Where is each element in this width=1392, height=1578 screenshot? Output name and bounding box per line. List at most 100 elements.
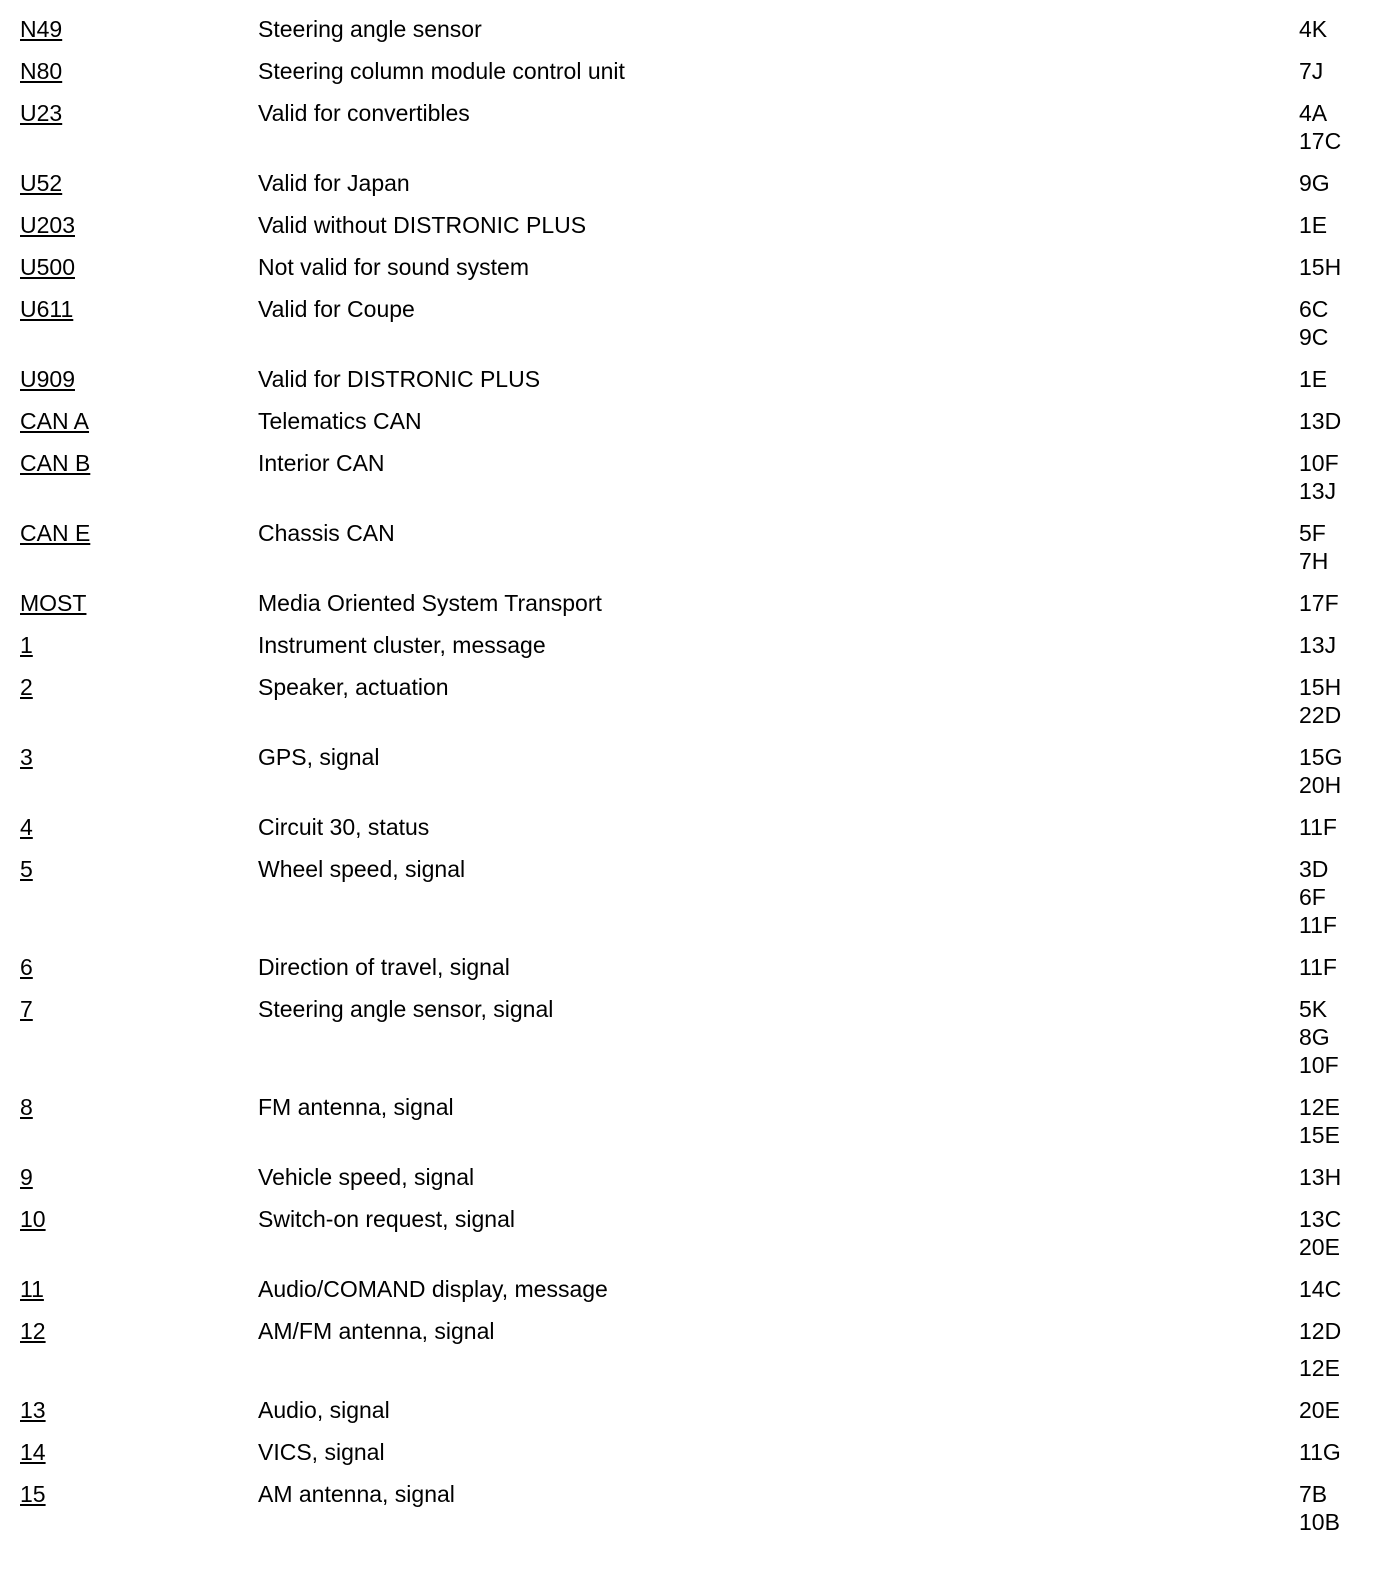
grid-reference: 13J	[1299, 632, 1337, 658]
list-item: 15 AM antenna, signal 7B 10B	[0, 1480, 1392, 1550]
grid-references: 13D	[1299, 407, 1341, 435]
grid-references: 4K	[1299, 15, 1327, 43]
list-item: 10 Switch-on request, signal 13C 20E	[0, 1205, 1392, 1275]
list-item: U909 Valid for DISTRONIC PLUS 1E	[0, 365, 1392, 407]
grid-reference: 11F	[1299, 954, 1337, 980]
code-link[interactable]: 14	[20, 1439, 46, 1465]
description: VICS, signal	[258, 1439, 385, 1465]
grid-reference: 17F	[1299, 590, 1339, 616]
grid-reference: 11F	[1299, 912, 1337, 938]
code-link[interactable]: 7	[20, 996, 33, 1022]
description: Steering angle sensor, signal	[258, 996, 554, 1022]
description: Valid for convertibles	[258, 100, 470, 126]
grid-references: 12D 12E	[1299, 1317, 1341, 1382]
grid-reference: 7J	[1299, 58, 1324, 84]
code-link[interactable]: CAN E	[20, 520, 91, 546]
list-item: 12 AM/FM antenna, signal 12D 12E	[0, 1317, 1392, 1396]
grid-reference: 14C	[1299, 1276, 1342, 1302]
grid-reference: 8G	[1299, 1024, 1330, 1050]
grid-reference: 20H	[1299, 772, 1342, 798]
code-link[interactable]: 5	[20, 856, 33, 882]
grid-references: 13J	[1299, 631, 1336, 659]
list-item: 5 Wheel speed, signal 3D 6F 11F	[0, 855, 1392, 953]
code-link[interactable]: U203	[20, 212, 75, 238]
code-link[interactable]: 3	[20, 744, 33, 770]
code-link[interactable]: 13	[20, 1397, 46, 1423]
grid-references: 5K 8G 10F	[1299, 995, 1339, 1079]
list-item: 14 VICS, signal 11G	[0, 1438, 1392, 1480]
code-link[interactable]: CAN A	[20, 408, 90, 434]
list-item: 3 GPS, signal 15G 20H	[0, 743, 1392, 813]
code-link[interactable]: U23	[20, 100, 63, 126]
description: Switch-on request, signal	[258, 1206, 515, 1232]
grid-reference: 15H	[1299, 254, 1342, 280]
code-link[interactable]: 11	[20, 1276, 44, 1302]
code-link[interactable]: U611	[20, 296, 74, 322]
grid-reference: 10F	[1299, 1052, 1339, 1078]
grid-reference: 13H	[1299, 1164, 1342, 1190]
grid-reference: 1E	[1299, 366, 1328, 392]
code-link[interactable]: CAN B	[20, 450, 91, 476]
code-link[interactable]: 1	[20, 632, 33, 658]
code-link[interactable]: MOST	[20, 590, 87, 616]
code-link[interactable]: 10	[20, 1206, 46, 1232]
grid-reference: 12E	[1299, 1355, 1340, 1381]
grid-references: 17F	[1299, 589, 1339, 617]
grid-references: 10F 13J	[1299, 449, 1339, 505]
code-link[interactable]: U909	[20, 366, 75, 392]
grid-reference: 12E	[1299, 1094, 1340, 1120]
list-item: 8 FM antenna, signal 12E 15E	[0, 1093, 1392, 1163]
grid-references: 1E	[1299, 365, 1327, 393]
grid-references: 3D 6F 11F	[1299, 855, 1337, 939]
description: AM/FM antenna, signal	[258, 1318, 495, 1344]
list-item: 7 Steering angle sensor, signal 5K 8G 10F	[0, 995, 1392, 1093]
grid-reference: 20E	[1299, 1234, 1340, 1260]
grid-reference: 5K	[1299, 996, 1328, 1022]
grid-references: 7J	[1299, 57, 1323, 85]
description: Valid for DISTRONIC PLUS	[258, 366, 541, 392]
grid-reference: 9C	[1299, 324, 1329, 350]
code-link[interactable]: 8	[20, 1094, 33, 1120]
description: Valid for Coupe	[258, 296, 415, 322]
code-link[interactable]: 2	[20, 674, 33, 700]
grid-reference: 13C	[1299, 1206, 1342, 1232]
grid-reference: 15H	[1299, 674, 1342, 700]
grid-reference: 3D	[1299, 856, 1329, 882]
grid-reference: 17C	[1299, 128, 1342, 154]
description: Wheel speed, signal	[258, 856, 466, 882]
code-link[interactable]: 4	[20, 814, 33, 840]
list-item: U500 Not valid for sound system 15H	[0, 253, 1392, 295]
list-item: CAN A Telematics CAN 13D	[0, 407, 1392, 449]
code-link[interactable]: 12	[20, 1318, 46, 1344]
code-link[interactable]: N49	[20, 16, 63, 42]
description: Instrument cluster, message	[258, 632, 546, 658]
description: Direction of travel, signal	[258, 954, 510, 980]
description: Audio, signal	[258, 1397, 390, 1423]
grid-reference: 22D	[1299, 702, 1342, 728]
list-item: U52 Valid for Japan 9G	[0, 169, 1392, 211]
grid-references: 6C 9C	[1299, 295, 1328, 351]
code-link[interactable]: U52	[20, 170, 63, 196]
list-item: 6 Direction of travel, signal 11F	[0, 953, 1392, 995]
grid-references: 13C 20E	[1299, 1205, 1341, 1261]
code-link[interactable]: U500	[20, 254, 75, 280]
grid-reference: 12D	[1299, 1318, 1342, 1344]
grid-reference: 15G	[1299, 744, 1343, 770]
description: Valid without DISTRONIC PLUS	[258, 212, 587, 238]
code-link[interactable]: N80	[20, 58, 63, 84]
code-link[interactable]: 9	[20, 1164, 33, 1190]
grid-references: 1E	[1299, 211, 1327, 239]
code-link[interactable]: 6	[20, 954, 33, 980]
grid-reference: 7B	[1299, 1481, 1328, 1507]
grid-reference: 20E	[1299, 1397, 1340, 1423]
description: Steering column module control unit	[258, 58, 625, 84]
grid-references: 15H	[1299, 253, 1341, 281]
grid-references: 20E	[1299, 1396, 1340, 1424]
list-item: CAN E Chassis CAN 5F 7H	[0, 519, 1392, 589]
list-item: 2 Speaker, actuation 15H 22D	[0, 673, 1392, 743]
grid-reference: 6F	[1299, 884, 1326, 910]
grid-references: 15H 22D	[1299, 673, 1341, 729]
list-item: N80 Steering column module control unit 7J	[0, 57, 1392, 99]
legend-list: N49 Steering angle sensor 4K N80 Steering co…	[0, 15, 1392, 1550]
code-link[interactable]: 15	[20, 1481, 46, 1507]
